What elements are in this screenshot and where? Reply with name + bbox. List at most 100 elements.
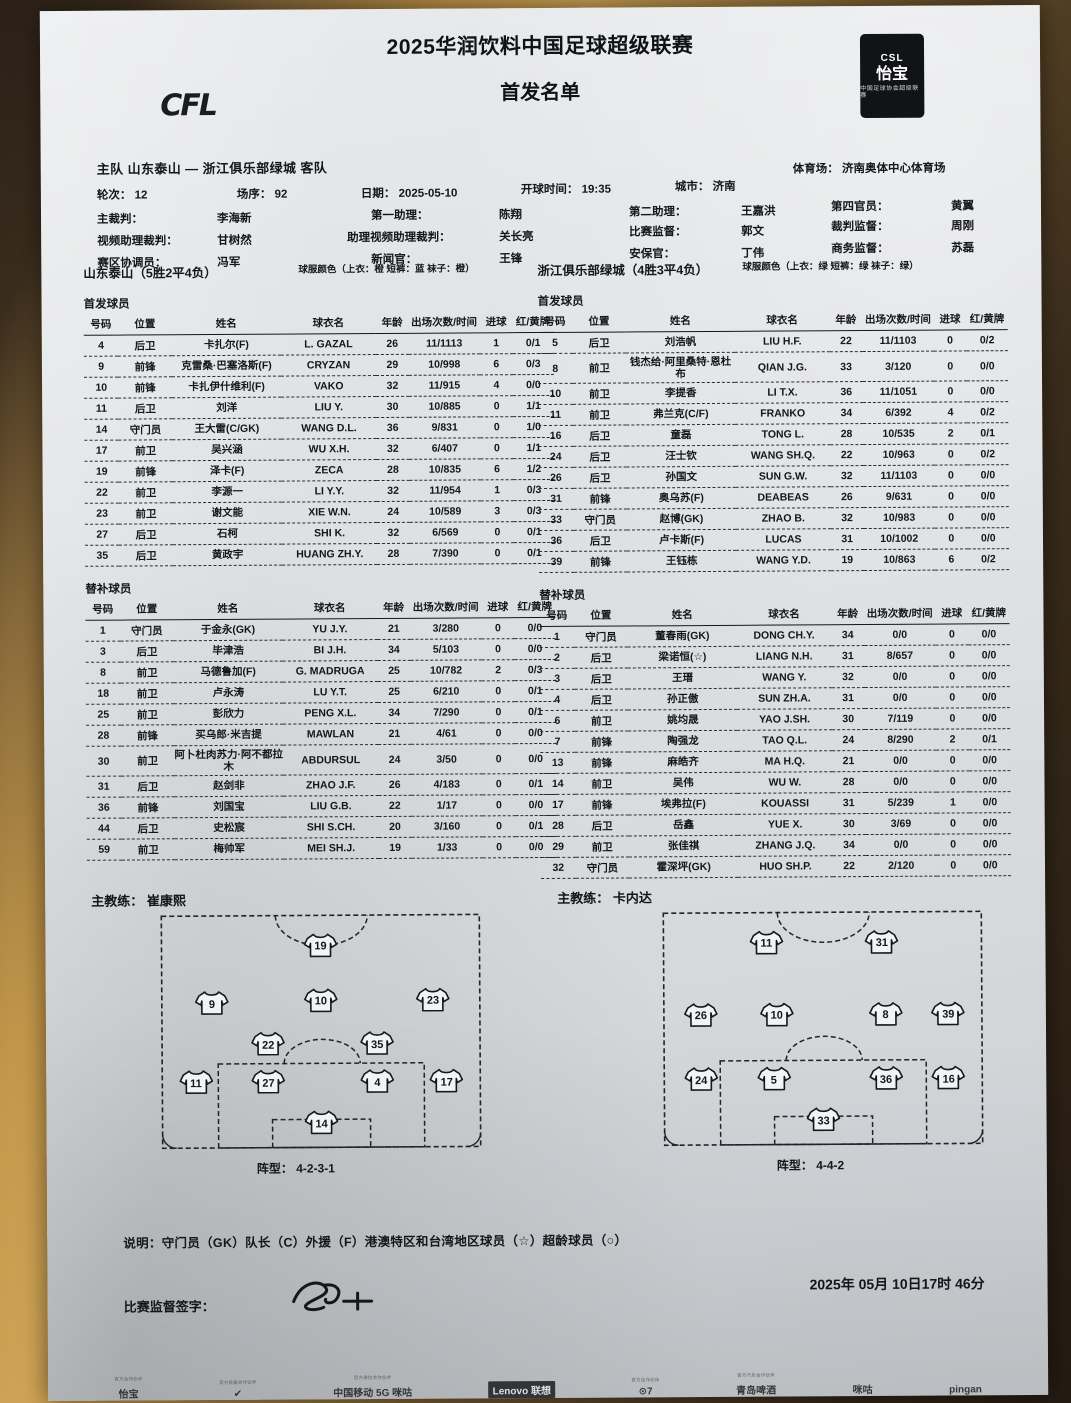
col-age: 年龄 (377, 598, 411, 619)
cell-apps: 1/17 (411, 795, 483, 817)
table-row: 8 前卫 马德鲁加(F) G. MADRUGA 25 10/782 2 0/3 (85, 659, 556, 684)
col-apps: 出场次数/时间 (862, 310, 934, 331)
cell-pos: 前卫 (121, 838, 176, 861)
signature-timestamp: 2025年 05月 10日17时 46分 (809, 1275, 985, 1293)
cell-cards: 0/2 (966, 401, 1009, 424)
col-goals: 进球 (479, 313, 513, 333)
cell-pos: 后卫 (572, 446, 627, 468)
cell-age: 28 (830, 423, 863, 445)
cell-apps: 10/963 (862, 444, 935, 466)
cell-age: 28 (377, 543, 410, 565)
shirt-number: 10 (314, 995, 327, 1008)
cell-cards: 0/0 (969, 770, 1011, 793)
shirt-number: 8 (882, 1008, 889, 1022)
cell-pos: 前卫 (120, 682, 175, 705)
date-label: 日期： (360, 187, 396, 201)
table-row: 23 前卫 谢文能 XIE W.N. 24 10/589 3 0/3 (84, 500, 555, 525)
cell-age: 20 (378, 816, 412, 838)
cell-goals: 0 (936, 834, 970, 856)
sponsor-logo-6: 咪咕 (853, 1378, 873, 1396)
table-row: 17 前卫 吴兴涵 WU X.H. 32 6/407 0 1/1 (84, 437, 555, 462)
badge-top-text: CSL (880, 52, 904, 64)
cell-name: 姚均晟 (628, 709, 738, 732)
cell-pos: 前卫 (119, 481, 173, 504)
cell-jersey: MEI SH.J. (283, 837, 379, 860)
cell-no: 22 (84, 482, 120, 504)
badge-brand-text: 怡宝 (876, 65, 909, 83)
shirt-number: 10 (770, 1009, 783, 1022)
cell-apps: 0/0 (864, 666, 936, 688)
player-shirt-22: 22 (251, 1031, 286, 1057)
cell-apps: 5/239 (865, 792, 937, 814)
cell-name: 麻皓齐 (628, 751, 738, 774)
cell-no: 8 (85, 662, 121, 684)
cell-jersey: ZECA (281, 459, 377, 482)
table-row: 4 后卫 卡扎尔(F) L. GAZAL 26 11/1113 1 0/1 (83, 332, 554, 357)
signature-label: 比赛监督签字： (123, 1299, 215, 1315)
cell-no: 25 (85, 704, 121, 726)
match-supervisor-label: 比赛监督： (629, 226, 687, 239)
cell-name: 梅帅军 (174, 838, 284, 860)
cell-age: 31 (831, 645, 865, 667)
cell-pos: 守门员 (118, 418, 173, 441)
shirt-number: 16 (942, 1073, 955, 1086)
cell-goals: 6 (480, 458, 514, 480)
cell-no: 8 (537, 353, 573, 384)
cell-goals: 4 (934, 402, 967, 424)
cell-pos: 后卫 (575, 815, 630, 837)
cell-goals: 0 (482, 722, 515, 744)
cell-no: 36 (538, 530, 574, 552)
home-coach-label: 主教练： (91, 893, 144, 909)
table-row: 14 前卫 吴伟 WU W. 28 0/0 0 0/0 (540, 770, 1011, 795)
cell-jersey: FRANKO (735, 402, 831, 425)
player-shirt-14: 14 (304, 1109, 339, 1135)
col-pos: 位置 (119, 600, 174, 621)
cell-no: 6 (540, 710, 575, 732)
cell-jersey: L. GAZAL (280, 333, 376, 356)
cell-goals: 0 (481, 617, 515, 639)
player-shirt-33: 33 (806, 1106, 841, 1132)
col-age: 年龄 (375, 313, 409, 334)
cell-age: 24 (378, 744, 412, 775)
cell-cards: 0/0 (968, 623, 1010, 646)
fourth-official-value: 黄翼 (950, 200, 975, 213)
cell-pos: 前锋 (121, 796, 175, 819)
cell-name: 奥乌苏(F) (626, 487, 736, 510)
col-apps: 出场次数/时间 (408, 313, 480, 334)
cell-goals: 6 (935, 549, 968, 571)
cell-goals: 0 (480, 521, 514, 543)
cell-no: 11 (538, 404, 573, 426)
cell-age: 36 (829, 381, 863, 403)
cell-no: 28 (540, 815, 576, 837)
cell-no: 17 (540, 794, 576, 816)
cell-goals: 1 (479, 332, 513, 354)
cell-jersey: YU J.Y. (282, 618, 378, 641)
cell-name: 彭欣力 (174, 703, 283, 725)
shirt-number: 17 (440, 1076, 453, 1089)
cell-no: 32 (540, 857, 576, 879)
away-kit-colors: 球服颜色（上衣：绿 短裤：绿 袜子：绿） (742, 260, 919, 273)
cell-goals: 0 (934, 465, 968, 487)
cell-no: 7 (540, 731, 575, 753)
cell-no: 4 (83, 335, 119, 357)
home-formation-value: 4-2-3-1 (296, 1161, 335, 1176)
col-age: 年龄 (831, 605, 865, 625)
cell-apps: 9/631 (863, 486, 935, 508)
cell-pos: 前锋 (573, 551, 628, 573)
cell-jersey: VAKO (281, 375, 377, 398)
cell-goals: 0 (480, 395, 513, 417)
cell-pos: 前锋 (574, 731, 629, 753)
cell-jersey: CRYZAN (281, 354, 377, 377)
cell-jersey: LIU H.F. (734, 330, 830, 353)
sponsor-mark: ⊙7 (638, 1386, 653, 1398)
cell-pos: 前卫 (572, 404, 627, 426)
cell-name: 赵博(GK) (626, 508, 737, 531)
cell-pos: 前卫 (119, 502, 173, 525)
cell-cards: 0/2 (967, 548, 1010, 571)
cell-goals: 0 (933, 350, 967, 382)
referee-supervisor-value: 周刚 (951, 220, 975, 233)
col-pos: 位置 (573, 606, 628, 627)
player-shirt-35: 35 (360, 1030, 394, 1056)
cell-apps: 11/1103 (863, 465, 935, 487)
away-starters-heading: 首发球员 (537, 295, 584, 309)
